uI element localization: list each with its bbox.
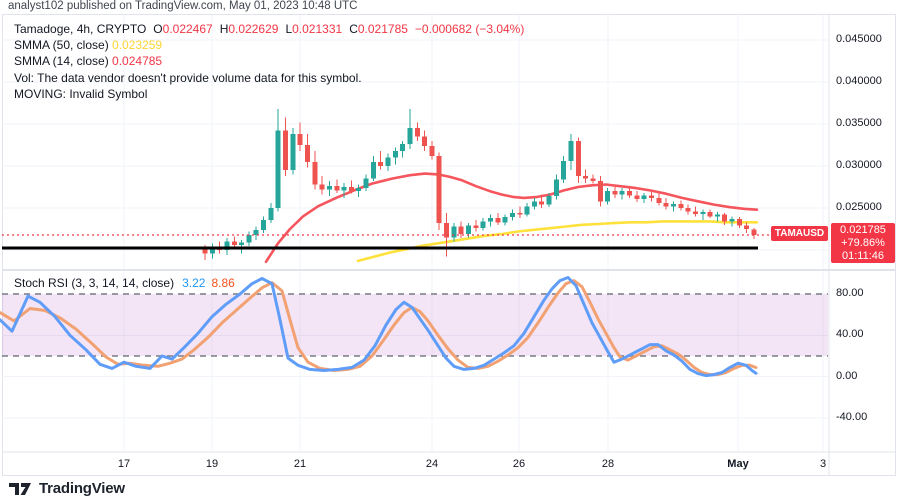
symbol-price-badge: TAMAUSD [771, 226, 828, 241]
pane-borders [2, 14, 896, 476]
main-legend[interactable]: Tamadoge, 4h, CRYPTO O0.022467 H0.022629 L0… [14, 21, 524, 102]
tradingview-brand[interactable]: TradingView [8, 480, 125, 497]
change-value: −0.000682 (−3.04%) [414, 22, 525, 36]
brand-text: TradingView [39, 480, 125, 497]
stoch-k-value: 3.22 [182, 276, 206, 290]
close-key: C [349, 22, 358, 36]
stoch-band [2, 293, 828, 357]
smma50-value: 0.023259 [112, 38, 163, 53]
time-tick-label: 24 [425, 458, 439, 470]
open-key: O [153, 22, 163, 36]
attribution-text: analyst102 published on TradingView.com,… [8, 0, 358, 12]
open-value: 0.022467 [162, 22, 213, 36]
low-key: L [285, 22, 293, 36]
time-tick-label: 17 [117, 458, 131, 470]
legend-symbol-row[interactable]: Tamadoge, 4h, CRYPTO O0.022467 H0.022629 L0… [14, 21, 524, 37]
high-value: 0.022629 [228, 22, 279, 36]
stoch-rsi-legend[interactable]: Stoch RSI (3, 3, 14, 14, close) 3.22 8.86 [14, 276, 235, 290]
bar-countdown: 01:11:46 [841, 249, 884, 262]
candlestick-series [202, 108, 757, 261]
gridlines [2, 15, 828, 451]
time-tick-label: 3 [819, 458, 827, 470]
price-tick-label: 0.045000 [836, 33, 882, 45]
low-value: 0.021331 [292, 22, 343, 36]
tradingview-logo-icon [8, 481, 32, 497]
time-tick-label: 19 [205, 458, 219, 470]
stoch-d-value: 8.86 [211, 276, 235, 290]
time-tick-label: 28 [601, 458, 615, 470]
stoch-tick-label: 0.00 [836, 369, 858, 382]
time-tick-label: 21 [293, 458, 307, 470]
smma14-value: 0.024785 [112, 54, 163, 69]
price-change-percent: +79.86% [841, 236, 885, 249]
legend-smma14-row[interactable]: SMMA (14, close) 0.024785 [14, 53, 524, 69]
price-tick-label: 0.025000 [836, 201, 882, 213]
smma-overlays [264, 172, 759, 264]
last-price-value: 0.021785 [840, 223, 886, 236]
legend-smma50-row[interactable]: SMMA (50, close) 0.023259 [14, 37, 524, 53]
last-price-box: 0.021785 +79.86% 01:11:46 [831, 223, 895, 263]
moving-error-row[interactable]: MOVING: Invalid Symbol [14, 86, 148, 101]
stoch-tick-label: 80.00 [836, 287, 864, 299]
stoch-rsi-label: Stoch RSI (3, 3, 14, 14, close) [14, 276, 175, 290]
price-tick-label: 0.030000 [836, 159, 882, 171]
volume-error-row[interactable]: Vol: The data vendor doesn't provide vol… [14, 70, 362, 85]
stoch-rsi-series [0, 276, 758, 378]
symbol-title: Tamadoge, 4h, CRYPTO [14, 22, 147, 36]
smma14-label: SMMA (14, close) [14, 54, 109, 69]
price-tick-label: 0.035000 [836, 117, 882, 129]
stoch-tick-label: -40.00 [836, 411, 868, 423]
smma50-label: SMMA (50, close) [14, 38, 109, 53]
chart-frame [2, 14, 896, 476]
price-tick-label: 0.040000 [836, 75, 882, 87]
time-tick-label: May [727, 458, 749, 470]
high-key: H [219, 22, 229, 36]
time-tick-label: 26 [512, 458, 526, 470]
price-levels [2, 234, 828, 250]
close-value: 0.021785 [357, 22, 408, 36]
stoch-tick-label: 40.00 [836, 328, 864, 341]
